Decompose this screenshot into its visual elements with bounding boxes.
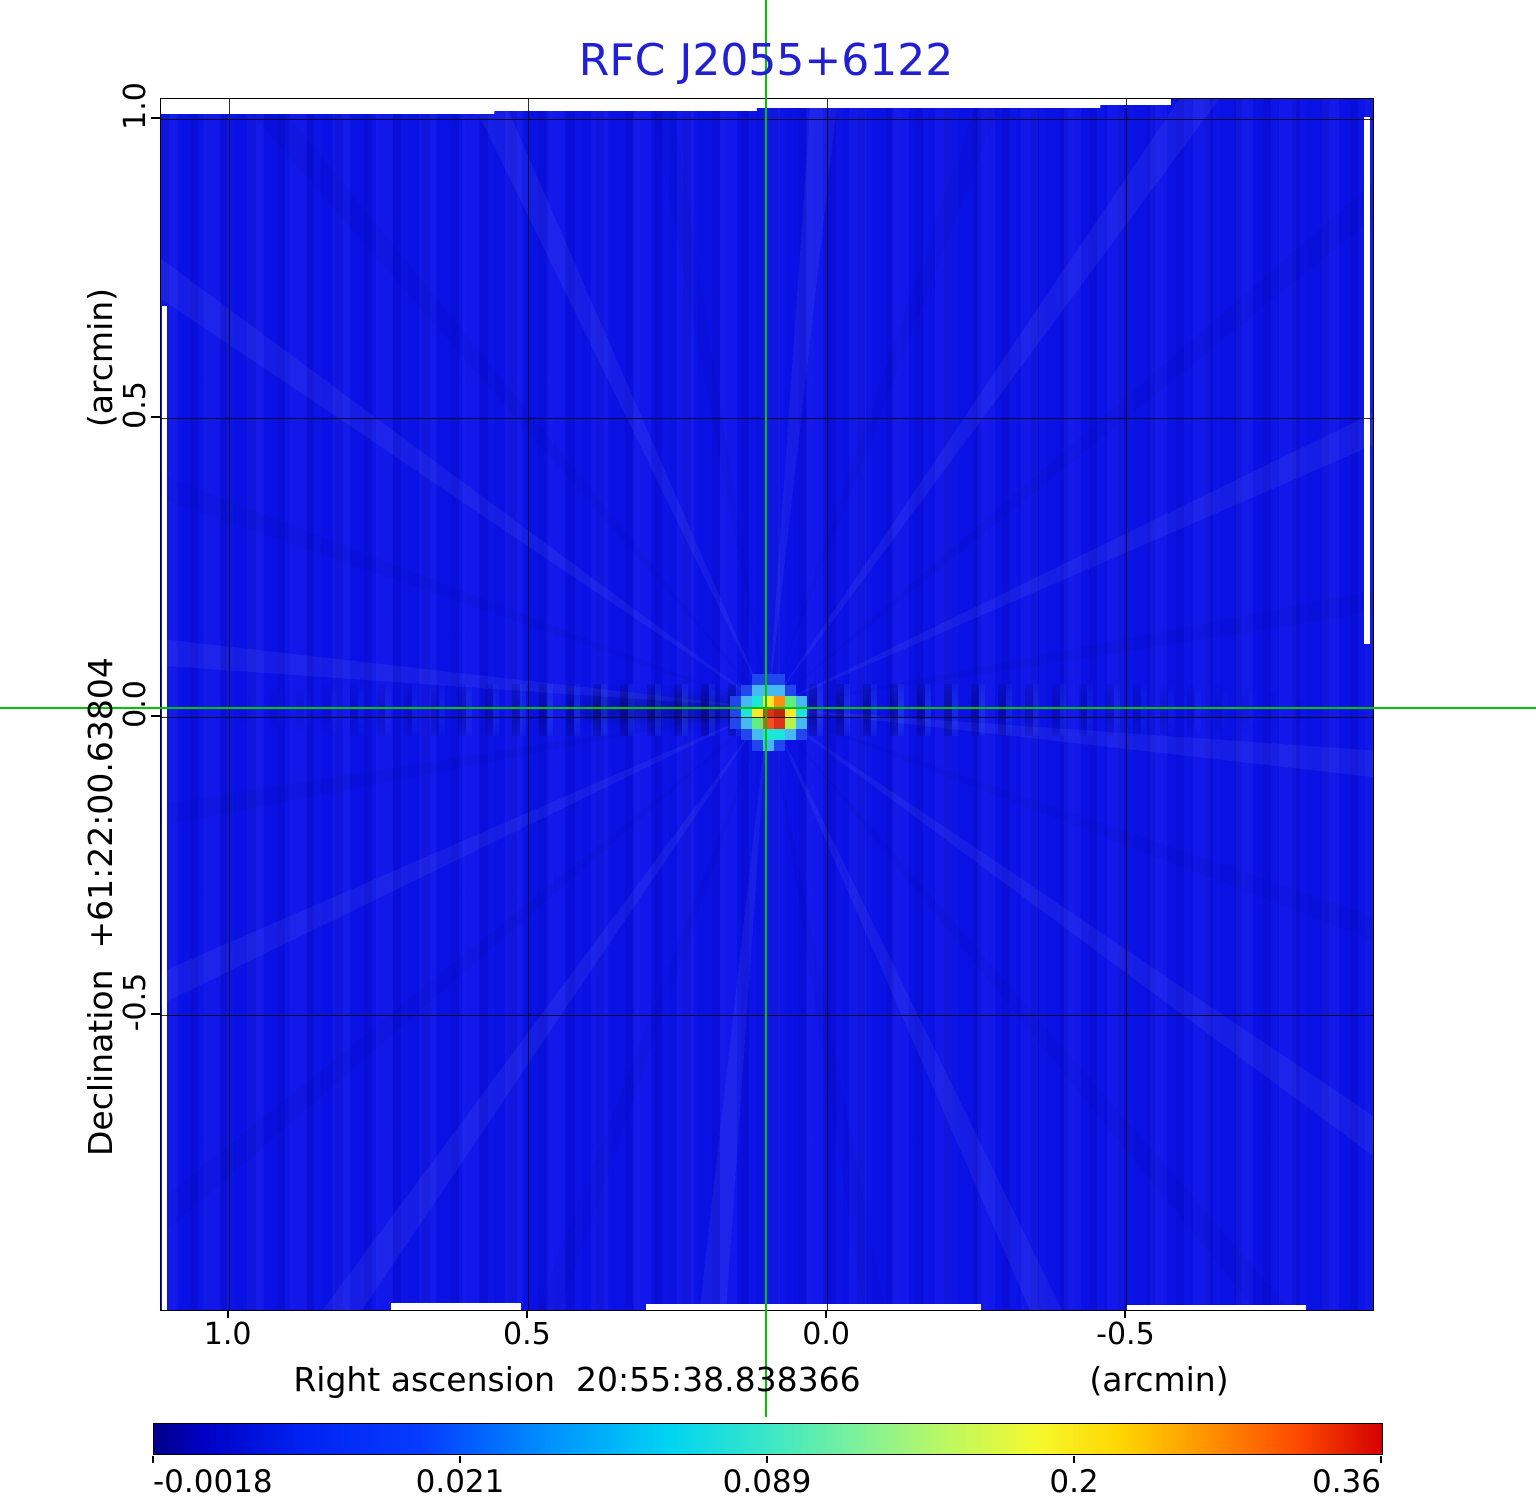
- source-pixel: [773, 717, 785, 729]
- x-axis-label-unit: (arcmin): [1089, 1360, 1229, 1399]
- colorbar-tick-label: 0.021: [415, 1464, 505, 1500]
- colorbar-tick-label: 0.089: [722, 1464, 812, 1500]
- source-pixel: [751, 728, 763, 740]
- source-pixel: [729, 717, 741, 729]
- x-tick-mark: [525, 1310, 528, 1318]
- x-tick-mark: [1124, 1310, 1127, 1318]
- source-pixel: [784, 695, 796, 707]
- x-tick-label: 0.5: [503, 1317, 551, 1352]
- source-pixel: [773, 706, 785, 718]
- source-pixel: [740, 695, 752, 707]
- x-tick-label: -0.5: [1096, 1317, 1155, 1352]
- plot-title: RFC J2055+6122: [578, 35, 954, 86]
- grid-line-vertical: [527, 99, 529, 1310]
- source-pixel: [751, 695, 763, 707]
- source-pixel: [762, 695, 774, 707]
- image-edge-gap-bottom: [646, 1304, 981, 1310]
- grid-line-vertical: [228, 99, 230, 1310]
- central-source-pixels: [161, 99, 1373, 1310]
- source-pixel: [751, 739, 763, 751]
- y-tick-label: 0.0: [118, 679, 153, 728]
- source-pixel: [795, 717, 807, 729]
- source-pixel: [729, 695, 741, 707]
- source-pixel: [784, 684, 796, 696]
- source-pixel: [751, 706, 763, 718]
- source-pixel: [773, 673, 785, 685]
- source-pixel: [751, 717, 763, 729]
- source-pixel: [784, 728, 796, 740]
- image-edge-gap-bottom: [391, 1303, 521, 1310]
- image-edge-gap-left: [162, 306, 167, 1310]
- source-pixel: [740, 717, 752, 729]
- source-pixel: [773, 695, 785, 707]
- y-tick-mark: [151, 714, 160, 717]
- colorbar-tick-label: 0.36: [1311, 1464, 1381, 1500]
- source-pixel: [762, 706, 774, 718]
- source-pixel: [762, 717, 774, 729]
- colorbar-tick-mark: [152, 1456, 154, 1463]
- source-pixel: [729, 706, 741, 718]
- image-edge-gap-bottom: [1126, 1305, 1306, 1310]
- source-pixel: [740, 728, 752, 740]
- source-pixel: [773, 684, 785, 696]
- x-axis-label-main: Right ascension 20:55:38.838366: [293, 1360, 861, 1399]
- source-pixel: [762, 684, 774, 696]
- colorbar-tick-label: -0.0018: [153, 1464, 273, 1500]
- y-tick-mark: [151, 117, 160, 120]
- source-pixel: [784, 717, 796, 729]
- colorbar: [153, 1423, 1383, 1455]
- source-pixel: [762, 739, 774, 751]
- source-pixel: [795, 728, 807, 740]
- x-tick-label: 1.0: [203, 1317, 252, 1352]
- y-axis-label-unit: (arcmin): [80, 287, 120, 428]
- y-axis-label: Declination +61:22:00.63804 (arcmin): [80, 287, 120, 1157]
- source-pixel: [762, 673, 774, 685]
- x-tick-mark: [825, 1310, 828, 1318]
- y-tick-label: 0.5: [118, 381, 153, 429]
- x-tick-label: 0.0: [802, 1317, 850, 1352]
- source-pixel: [751, 673, 763, 685]
- colorbar-tick-mark: [1380, 1456, 1382, 1463]
- y-tick-label: -0.5: [118, 973, 153, 1032]
- source-pixel: [795, 706, 807, 718]
- grid-line-vertical: [1126, 99, 1128, 1310]
- source-pixel: [773, 739, 785, 751]
- source-pixel: [740, 706, 752, 718]
- y-tick-mark: [151, 1013, 160, 1016]
- image-edge-gap-right: [1364, 117, 1370, 644]
- source-pixel: [795, 695, 807, 707]
- grid-line-vertical: [827, 99, 829, 1310]
- source-pixel: [751, 684, 763, 696]
- colorbar-tick-mark: [459, 1456, 461, 1463]
- colorbar-tick-mark: [766, 1456, 768, 1463]
- y-tick-label: 1.0: [118, 82, 153, 131]
- source-pixel: [740, 684, 752, 696]
- source-pixel: [762, 728, 774, 740]
- source-pixel: [784, 706, 796, 718]
- colorbar-tick-mark: [1073, 1456, 1075, 1463]
- y-axis-label-main: Declination +61:22:00.63804: [80, 657, 120, 1157]
- crosshair-horizontal-line: [0, 706, 1536, 709]
- colorbar-tick-label: 0.2: [1049, 1464, 1099, 1500]
- x-tick-mark: [226, 1310, 229, 1318]
- source-pixel: [773, 728, 785, 740]
- y-tick-mark: [151, 416, 160, 419]
